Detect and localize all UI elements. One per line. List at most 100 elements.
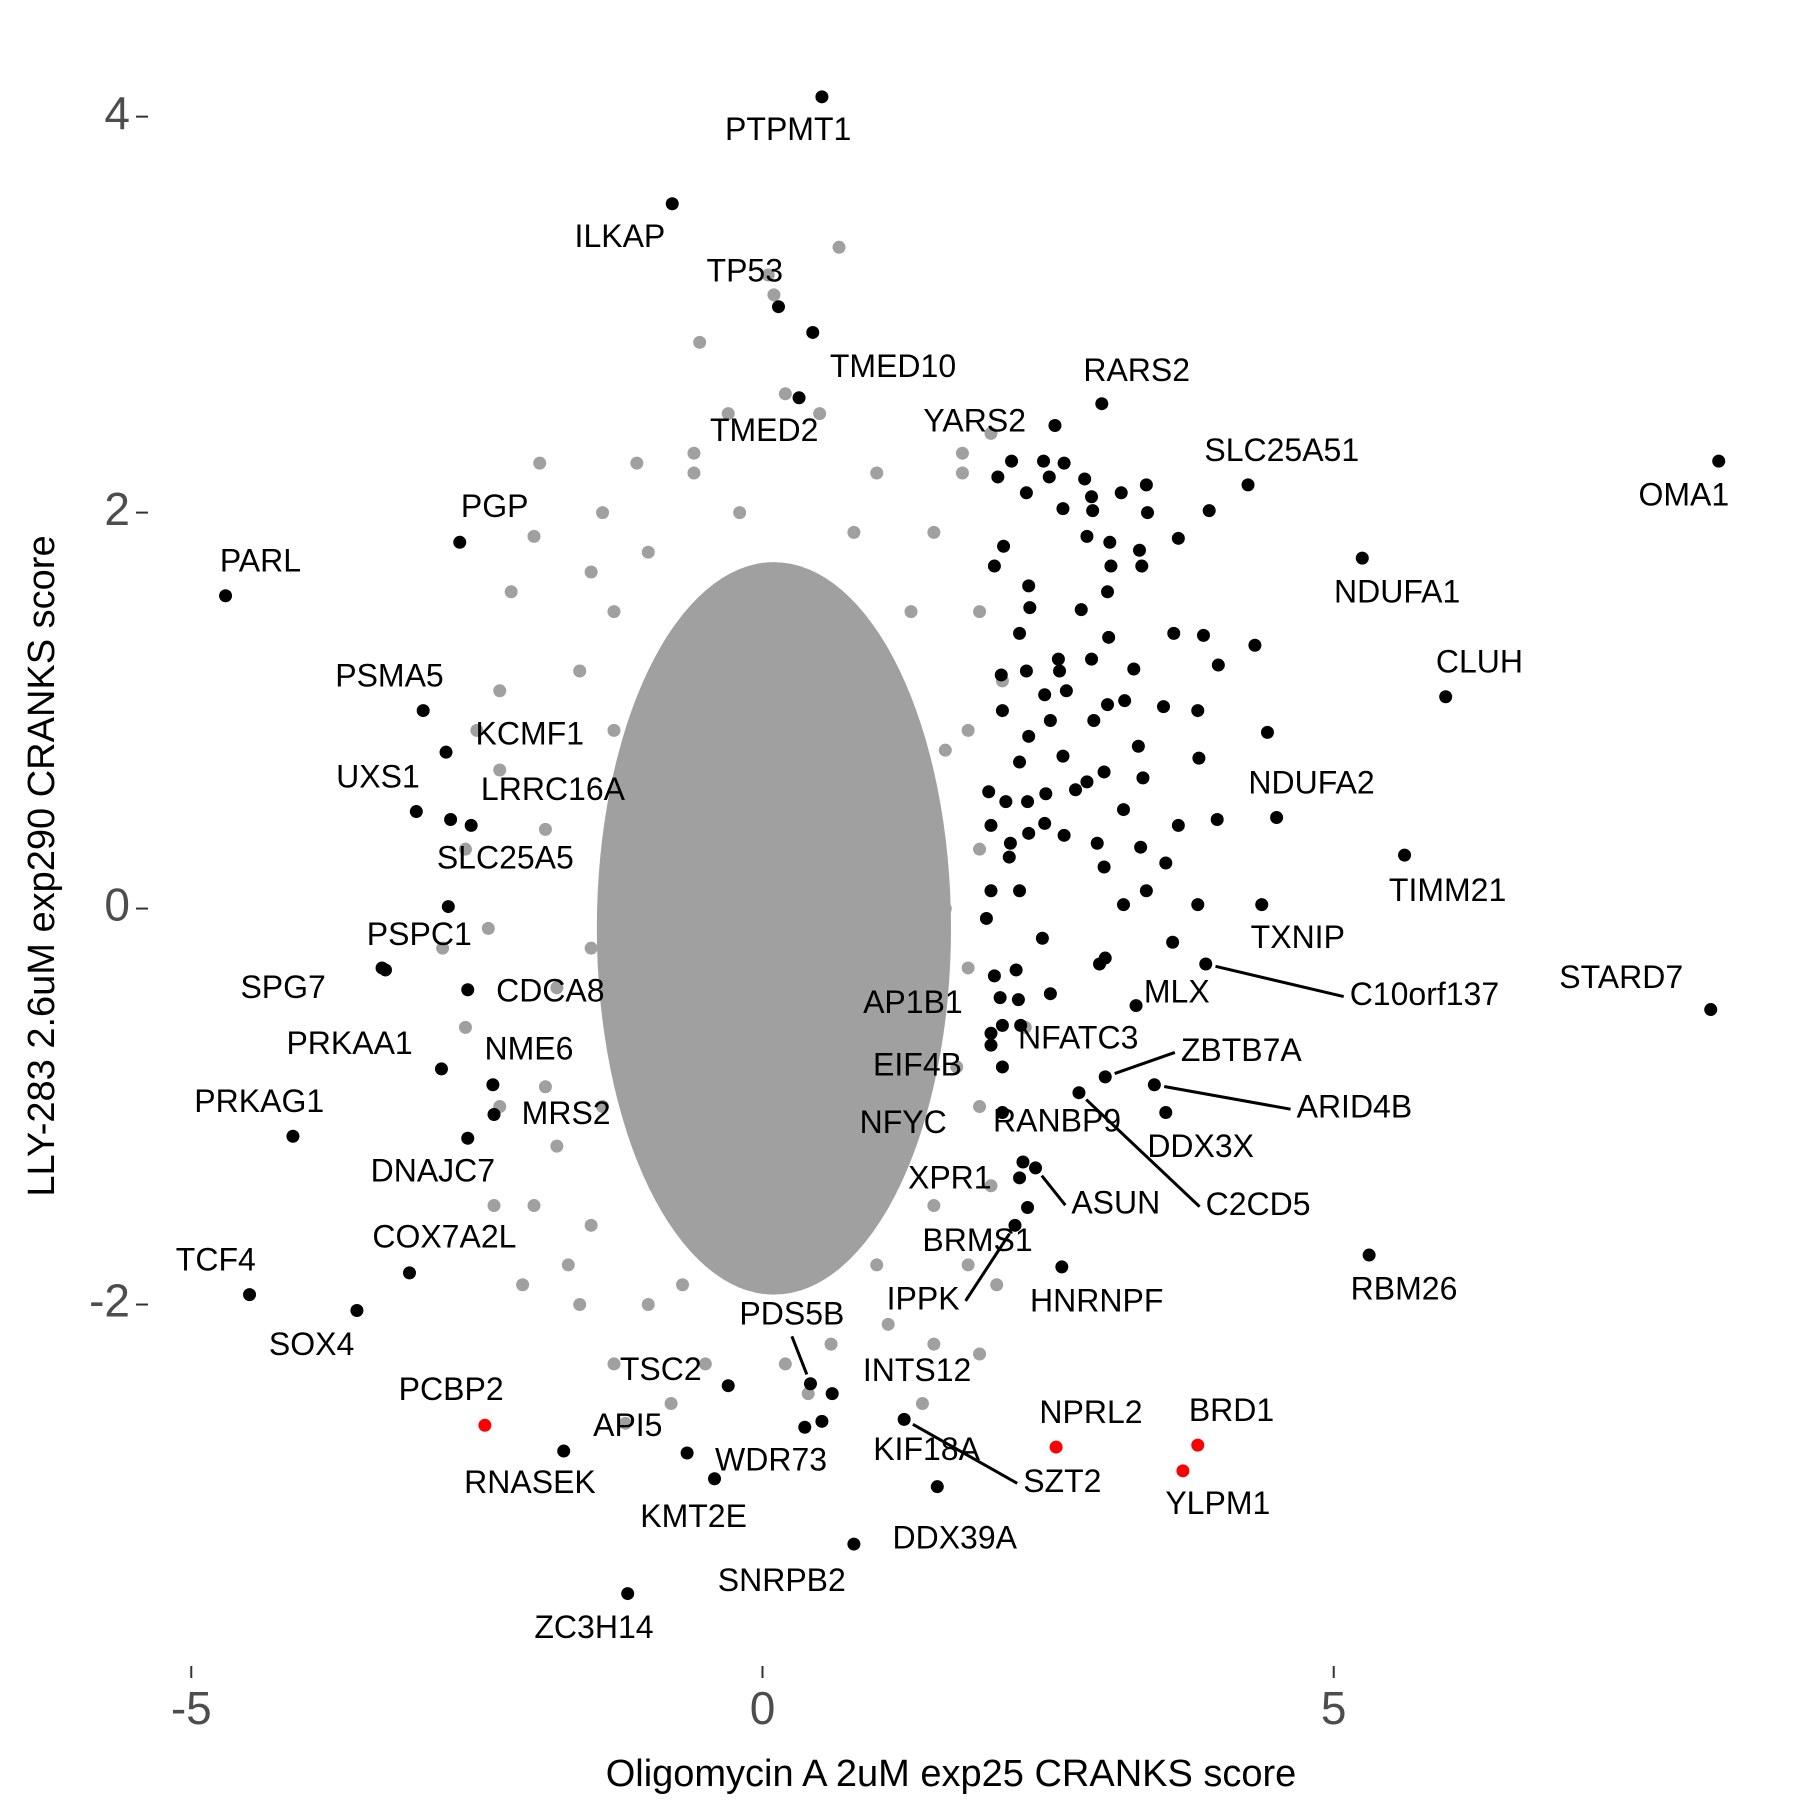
point bbox=[1131, 739, 1145, 753]
point-label: ZBTB7A bbox=[1181, 1032, 1303, 1068]
point-label: TMED2 bbox=[710, 412, 818, 448]
point-label: WDR73 bbox=[715, 1442, 827, 1478]
y-tick-label: 0 bbox=[104, 879, 130, 931]
point bbox=[979, 911, 993, 925]
point bbox=[792, 391, 806, 405]
point bbox=[870, 466, 884, 480]
point-label: BRMS1 bbox=[922, 1222, 1032, 1258]
point bbox=[1074, 603, 1088, 617]
point bbox=[461, 1131, 475, 1145]
point-cloud-core bbox=[596, 562, 951, 1295]
point bbox=[286, 1129, 300, 1143]
point bbox=[813, 1258, 827, 1272]
point bbox=[1104, 559, 1118, 573]
point bbox=[621, 1587, 635, 1601]
point bbox=[1202, 504, 1216, 518]
point bbox=[904, 605, 918, 619]
y-tick-label: -2 bbox=[89, 1275, 130, 1327]
point bbox=[664, 1397, 678, 1411]
leader-line bbox=[1215, 964, 1345, 999]
point bbox=[825, 1387, 839, 1401]
point bbox=[806, 325, 820, 339]
point bbox=[824, 1337, 838, 1351]
point bbox=[1013, 1171, 1027, 1185]
point-label: OMA1 bbox=[1638, 477, 1729, 513]
point-label: ILKAP bbox=[575, 218, 666, 254]
leader-line bbox=[790, 1335, 809, 1375]
point-label: RARS2 bbox=[1083, 352, 1190, 388]
point bbox=[630, 456, 644, 470]
point bbox=[1003, 836, 1017, 850]
y-axis-title: LLY-283 2.6uM exp290 CRANKS score bbox=[21, 535, 63, 1196]
point bbox=[1098, 1070, 1112, 1084]
point bbox=[584, 1218, 598, 1232]
point bbox=[409, 805, 423, 819]
point bbox=[1139, 478, 1153, 492]
point bbox=[1117, 898, 1131, 912]
point bbox=[984, 1038, 998, 1052]
leader-line bbox=[964, 1232, 1011, 1302]
point bbox=[847, 525, 861, 539]
point-label: YARS2 bbox=[923, 403, 1026, 439]
point-label: ASUN bbox=[1071, 1185, 1160, 1221]
point bbox=[493, 684, 507, 698]
point bbox=[1038, 816, 1052, 830]
point bbox=[1171, 818, 1185, 832]
point bbox=[813, 407, 827, 421]
point bbox=[1013, 755, 1027, 769]
point-label: RNASEK bbox=[464, 1464, 596, 1500]
point-label: CDCA8 bbox=[496, 973, 604, 1009]
point bbox=[927, 525, 941, 539]
point-label: XPR1 bbox=[908, 1160, 992, 1196]
point-label: API5 bbox=[593, 1407, 662, 1443]
point bbox=[533, 456, 547, 470]
point bbox=[721, 407, 735, 421]
point bbox=[486, 1078, 500, 1092]
point bbox=[1196, 628, 1210, 642]
point bbox=[693, 335, 707, 349]
point bbox=[1210, 812, 1224, 826]
point bbox=[402, 1266, 416, 1280]
point bbox=[1009, 963, 1023, 977]
point bbox=[984, 884, 998, 898]
point bbox=[1098, 951, 1112, 965]
point bbox=[350, 1303, 364, 1317]
point bbox=[893, 1100, 907, 1114]
point bbox=[1270, 810, 1284, 824]
point bbox=[815, 1414, 829, 1428]
point bbox=[680, 1446, 694, 1460]
point bbox=[665, 197, 679, 211]
point-label: DNAJC7 bbox=[371, 1153, 495, 1189]
point bbox=[1035, 931, 1049, 945]
point bbox=[1097, 860, 1111, 874]
point bbox=[1019, 486, 1033, 500]
point bbox=[955, 446, 969, 460]
point bbox=[1134, 840, 1148, 854]
point bbox=[1055, 1260, 1069, 1274]
point bbox=[1043, 713, 1057, 727]
point bbox=[771, 300, 785, 314]
point bbox=[721, 1379, 735, 1393]
point bbox=[584, 941, 598, 955]
point bbox=[538, 822, 552, 836]
point-label: PARL bbox=[220, 543, 301, 579]
point bbox=[938, 743, 952, 757]
point-label: UXS1 bbox=[336, 758, 420, 794]
point bbox=[1038, 688, 1052, 702]
point bbox=[1159, 1105, 1173, 1119]
point bbox=[1069, 783, 1083, 797]
point bbox=[904, 803, 918, 817]
x-tick-label: 5 bbox=[1321, 1682, 1347, 1734]
point bbox=[1255, 898, 1269, 912]
point-label: COX7A2L bbox=[372, 1219, 516, 1255]
leader-line bbox=[1114, 1051, 1176, 1075]
point-label: TMED10 bbox=[830, 348, 956, 384]
point bbox=[1103, 535, 1117, 549]
point-label: PTPMT1 bbox=[725, 111, 851, 147]
point-label: MLX bbox=[1144, 973, 1210, 1009]
point-label: TCF4 bbox=[176, 1242, 256, 1278]
point bbox=[930, 1480, 944, 1494]
point-label: LRRC16A bbox=[481, 771, 626, 807]
point-label: MRS2 bbox=[522, 1095, 611, 1131]
point bbox=[1191, 704, 1205, 718]
